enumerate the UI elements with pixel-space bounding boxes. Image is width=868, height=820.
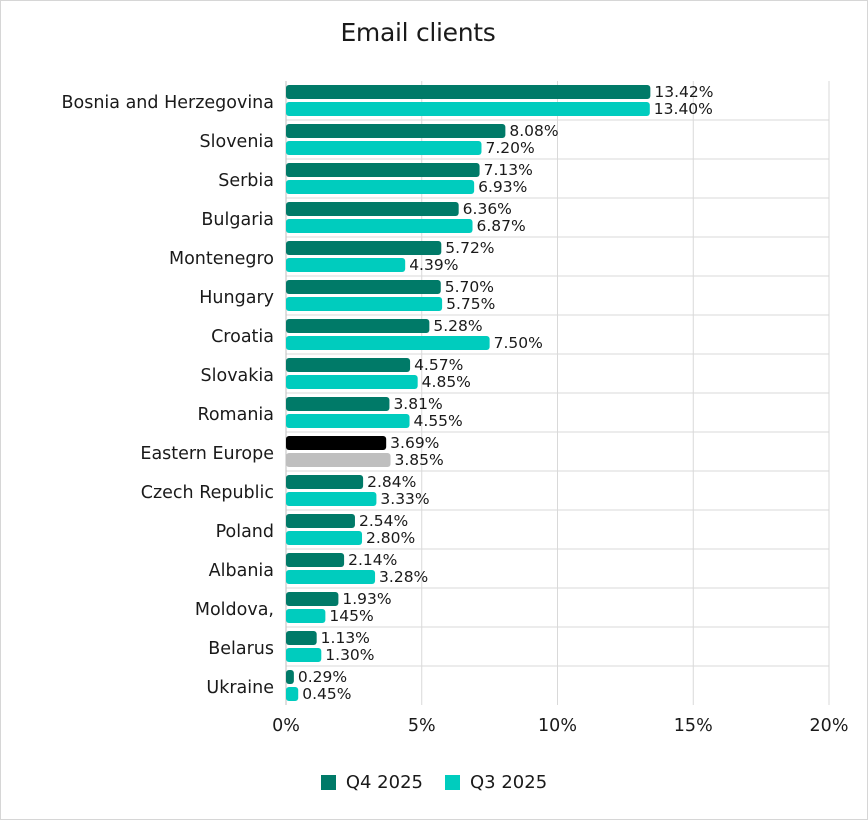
data-label-q4: 2.14%: [348, 551, 397, 569]
category-label: Moldova,: [195, 600, 274, 620]
bar-q4: [286, 163, 480, 177]
bar-chart: 0% 5% 10% 15% 20% Bosnia and Herzegovina 13.42…: [62, 81, 849, 736]
bar-q4: [286, 124, 506, 138]
category-label: Bosnia and Herzegovina: [62, 93, 274, 113]
legend-swatch-q3: [445, 775, 460, 790]
bar-q4: [286, 85, 651, 99]
legend-item-q4: Q4 2025: [320, 772, 423, 793]
chart-title: Email clients: [340, 18, 496, 47]
bar-q4: [286, 631, 317, 645]
category-label: Eastern Europe: [140, 444, 274, 464]
bar-q3: [286, 531, 363, 545]
category-label: Albania: [209, 561, 274, 581]
category-label: Poland: [216, 522, 274, 542]
data-label-q4: 1.13%: [321, 629, 370, 647]
bar-q4: [286, 475, 364, 489]
data-label-q3: 3.28%: [379, 568, 428, 586]
x-tick-label: 20%: [810, 716, 849, 736]
legend-swatch-q4: [320, 775, 336, 790]
bar-q3: [286, 570, 376, 584]
data-label-q3: 4.85%: [422, 373, 471, 391]
data-label-q3: 4.55%: [414, 412, 463, 430]
data-label-q4: 4.57%: [414, 356, 463, 374]
data-label-q4: 1.93%: [342, 590, 391, 608]
data-label-q4: 5.28%: [433, 317, 482, 335]
bar-q4: [286, 397, 390, 411]
category-label: Slovenia: [200, 132, 274, 152]
bar-q3: [286, 180, 475, 194]
x-tick-label: 0%: [272, 716, 300, 736]
data-label-q3: 13.40%: [654, 100, 713, 118]
data-label-q3: 6.87%: [477, 217, 526, 235]
bar-q4: [286, 436, 387, 450]
data-label-q4: 7.13%: [484, 161, 533, 179]
category-label: Bulgaria: [201, 210, 274, 230]
bar-q3: [286, 648, 322, 662]
data-label-q3: 3.85%: [395, 451, 444, 469]
bar-q4: [286, 280, 441, 294]
data-label-q4: 5.70%: [445, 278, 494, 296]
bar-q3: [286, 414, 410, 428]
data-label-q3: 0.45%: [302, 685, 351, 703]
legend-label-q3: Q3 2025: [470, 772, 548, 793]
data-label-q3: 4.39%: [409, 256, 458, 274]
bar-q3: [286, 492, 377, 506]
category-label: Romania: [197, 405, 274, 425]
x-tick-label: 10%: [538, 716, 577, 736]
category-label: Serbia: [218, 171, 274, 191]
bar-q4: [286, 319, 430, 333]
bar-q3: [286, 336, 490, 350]
category-label: Ukraine: [206, 678, 274, 698]
category-label: Montenegro: [169, 249, 274, 269]
bar-q3: [286, 375, 418, 389]
data-label-q4: 3.81%: [393, 395, 442, 413]
legend-label-q4: Q4 2025: [345, 772, 423, 793]
bar-q3: [286, 453, 391, 467]
data-label-q3: 5.75%: [446, 295, 495, 313]
data-label-q3: 2.80%: [366, 529, 415, 547]
data-label-q4: 5.72%: [445, 239, 494, 257]
legend: Q4 2025 Q3 2025: [0, 772, 868, 793]
bar-q3: [286, 102, 650, 116]
category-label: Slovakia: [201, 366, 274, 386]
bar-q4: [286, 553, 345, 567]
data-label-q4: 6.36%: [463, 200, 512, 218]
data-label-q4: 13.42%: [654, 83, 713, 101]
data-label-q3: 145%: [329, 607, 373, 625]
bar-q3: [286, 609, 326, 623]
category-label: Belarus: [208, 639, 274, 659]
bar-q3: [286, 141, 482, 155]
bar-q4: [286, 670, 294, 684]
data-label-q4: 0.29%: [298, 668, 347, 686]
bar-q4: [286, 592, 339, 606]
bar-q4: [286, 241, 442, 255]
legend-item-q3: Q3 2025: [445, 772, 547, 793]
x-tick-label: 15%: [674, 716, 713, 736]
category-label: Hungary: [199, 288, 274, 308]
data-label-q4: 8.08%: [509, 122, 558, 140]
data-label-q4: 2.84%: [367, 473, 416, 491]
bar-q4: [286, 202, 459, 216]
bar-q4: [286, 514, 355, 528]
data-label-q3: 7.50%: [494, 334, 543, 352]
bar-q3: [286, 687, 299, 701]
bar-q3: [286, 297, 443, 311]
category-label: Croatia: [211, 327, 274, 347]
category-label: Czech Republic: [141, 483, 274, 503]
data-label-q4: 2.54%: [359, 512, 408, 530]
bar-q4: [286, 358, 411, 372]
data-label-q3: 1.30%: [325, 646, 374, 664]
data-label-q4: 3.69%: [390, 434, 439, 452]
data-label-q3: 6.93%: [478, 178, 527, 196]
bar-q3: [286, 258, 406, 272]
data-label-q3: 7.20%: [485, 139, 534, 157]
data-label-q3: 3.33%: [380, 490, 429, 508]
x-tick-label: 5%: [408, 716, 436, 736]
bar-q3: [286, 219, 473, 233]
